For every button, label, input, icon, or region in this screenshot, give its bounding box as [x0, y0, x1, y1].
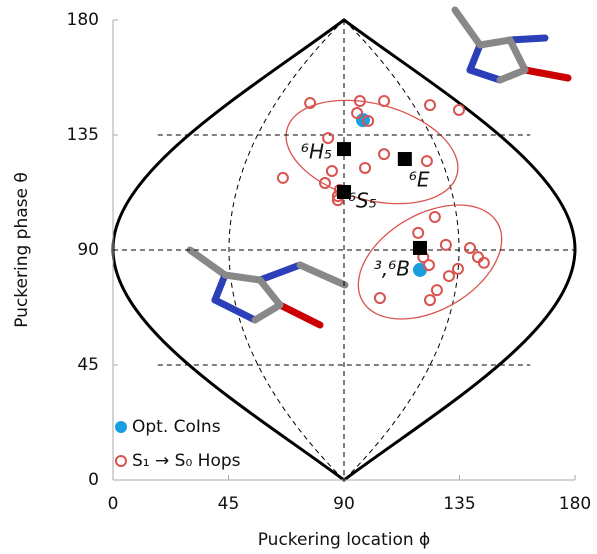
point: [379, 149, 389, 159]
y-tick-label: 0: [88, 470, 99, 490]
point: [432, 285, 442, 295]
point: [360, 163, 370, 173]
point: [473, 252, 483, 262]
x-tick-label: 45: [218, 494, 240, 514]
point: [327, 166, 337, 176]
point: [479, 258, 489, 268]
point: [398, 152, 412, 166]
point-label: ⁶S₅: [348, 188, 377, 212]
point-label: ⁶H₅: [301, 140, 332, 164]
legend-label: Opt. CoIns: [132, 417, 221, 437]
x-tick-label: 90: [333, 494, 355, 514]
point: [422, 156, 432, 166]
point: [278, 173, 288, 183]
chart: Puckering location ϕ Puckering phase θ 0…: [0, 0, 597, 554]
y-tick-label: 45: [77, 355, 99, 375]
point: [413, 241, 427, 255]
point: [454, 105, 464, 115]
point-label: ³,⁶B: [374, 256, 410, 280]
y-tick-label: 135: [67, 125, 99, 145]
point: [379, 96, 389, 106]
molecule-top: [455, 10, 568, 80]
point: [425, 295, 435, 305]
x-tick-label: 180: [559, 494, 591, 514]
point: [413, 228, 423, 238]
y-tick-label: 90: [77, 240, 99, 260]
point: [375, 293, 385, 303]
y-axis-label: Puckering phase θ: [12, 172, 32, 328]
x-axis-label: Puckering location ϕ: [258, 530, 431, 550]
point: [441, 240, 451, 250]
x-tick-label: 135: [443, 494, 475, 514]
point: [444, 271, 454, 281]
legend-label: S₁ → S₀ Hops: [132, 451, 241, 471]
point-label: ⁶E: [409, 168, 430, 192]
molecule-left: [190, 250, 345, 325]
legend-marker: [115, 421, 127, 433]
point: [337, 142, 351, 156]
x-tick-label: 0: [108, 494, 119, 514]
point: [424, 260, 434, 270]
point: [465, 243, 475, 253]
legend-marker: [116, 456, 126, 466]
point: [430, 212, 440, 222]
y-tick-label: 180: [67, 10, 99, 30]
point: [425, 100, 435, 110]
